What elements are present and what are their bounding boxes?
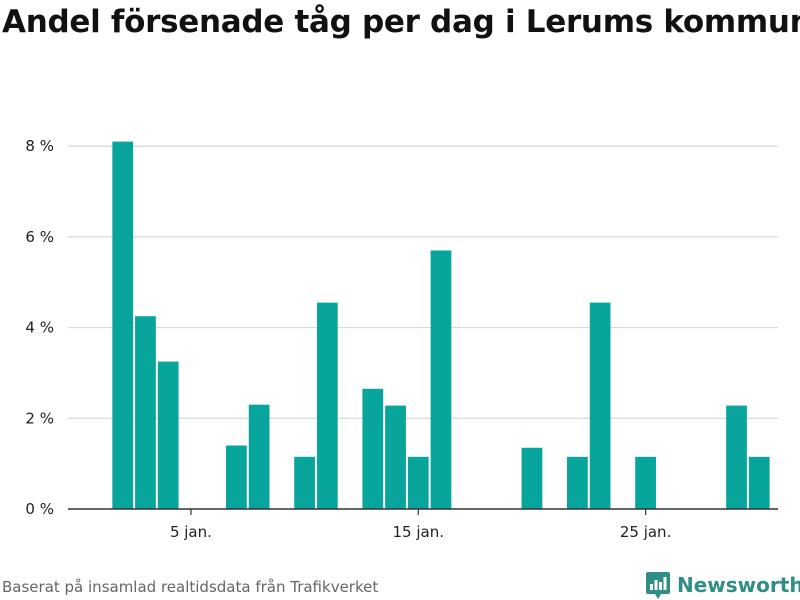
- y-tick-label: 0 %: [25, 500, 54, 518]
- bar: [567, 456, 588, 509]
- bar: [726, 405, 747, 509]
- x-tick-label: 25 jan.: [620, 523, 672, 541]
- bar: [157, 361, 179, 509]
- source-note: Baserat på insamlad realtidsdata från Tr…: [2, 578, 379, 596]
- bar: [521, 447, 543, 509]
- y-tick-label: 4 %: [25, 319, 54, 337]
- bar: [635, 456, 656, 509]
- chart-title: Andel försenade tåg per dag i Lerums kom…: [2, 4, 800, 40]
- brand-name: Newsworthy: [677, 573, 800, 597]
- bar: [748, 456, 770, 509]
- bar: [362, 388, 384, 509]
- newsworthy-logo-icon: [646, 572, 670, 599]
- bar: [248, 404, 270, 509]
- bar: [385, 405, 406, 509]
- bar: [294, 456, 315, 509]
- bar: [589, 302, 611, 510]
- y-tick-label: 2 %: [25, 409, 54, 427]
- bar: [316, 302, 338, 510]
- x-axis-ticks: 5 jan. 15 jan. 25 jan.: [170, 509, 671, 541]
- bar: [407, 456, 429, 509]
- bar: [135, 316, 156, 509]
- x-tick-label: 5 jan.: [170, 523, 212, 541]
- y-tick-label: 6 %: [25, 228, 54, 246]
- y-tick-label: 8 %: [25, 137, 54, 155]
- bar: [430, 250, 452, 509]
- bar: [226, 445, 247, 509]
- brand: Newsworthy: [645, 570, 800, 600]
- bar: [112, 141, 134, 510]
- bars: [112, 141, 770, 510]
- y-axis-tick-labels: 0 % 2 % 4 % 6 % 8 %: [25, 137, 54, 518]
- x-tick-label: 15 jan.: [393, 523, 445, 541]
- gridlines: [68, 145, 778, 419]
